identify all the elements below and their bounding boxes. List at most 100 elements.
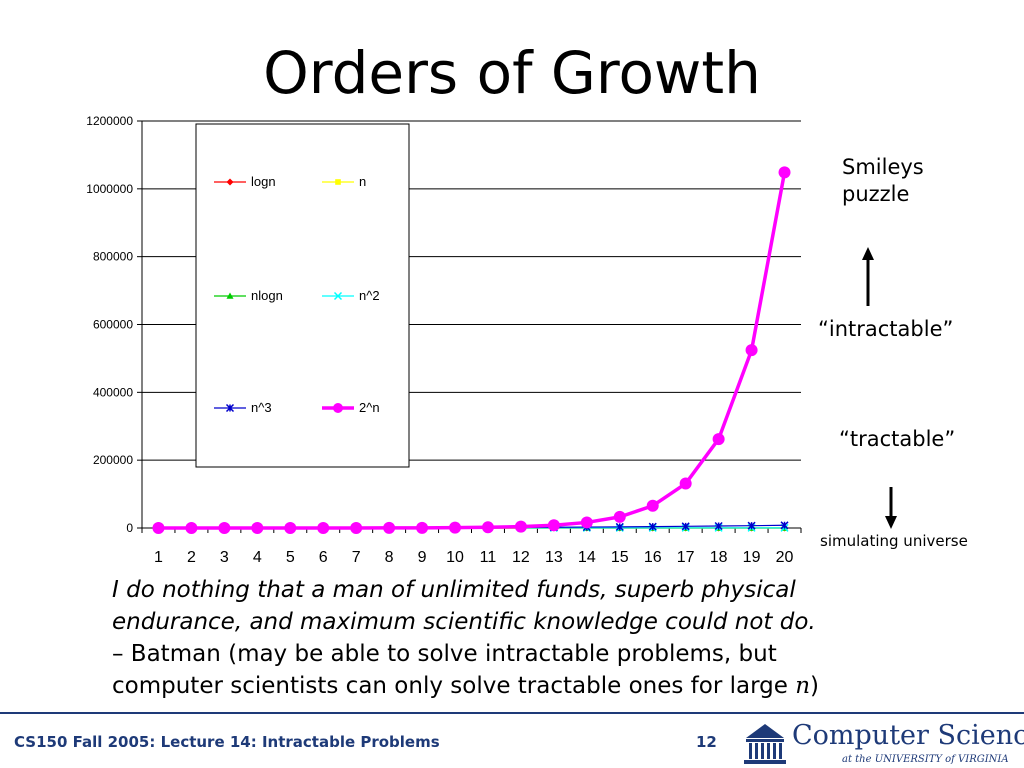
y-tick-label: 1200000 [86,114,133,128]
quote-attribution-line-1: – Batman (may be able to solve intractab… [112,641,777,667]
data-point-2-pow-n [218,521,231,534]
x-tick-label: 17 [677,549,695,566]
legend-label: n^3 [251,400,272,415]
legend-entry: logn [214,174,276,189]
footer-page-number: 12 [696,733,717,751]
quote-line-1: I do nothing that a man of unlimited fun… [112,577,796,603]
variable-n: n [795,673,811,699]
x-tick-label: 14 [578,549,596,566]
y-tick-label: 1000000 [86,182,133,196]
y-tick-label: 800000 [93,250,133,264]
series-2-pow-n [152,166,791,534]
data-point-2-pow-n [580,516,593,529]
legend-entry: 2^n [322,400,380,415]
data-point-2-pow-n [383,521,396,534]
x-tick-label: 11 [480,549,497,566]
x-tick-label: 4 [253,549,262,566]
slide-title: Orders of Growth [263,39,761,107]
uva-cs-logo: Computer Science at the UNIVERSITY of VI… [742,718,1024,766]
note-simulating-universe: simulating universe [820,532,968,550]
data-point-2-pow-n [613,510,626,523]
x-tick-label: 18 [710,549,728,566]
data-point-n-pow-3 [615,522,624,531]
data-point-2-pow-n [514,520,527,533]
y-tick-label: 400000 [93,385,133,399]
logo-sub-text: at the UNIVERSITY of VIRGINIA [842,754,1009,765]
data-point-2-pow-n [449,521,462,534]
data-point-n-pow-3 [780,521,789,530]
x-tick-label: 2 [187,549,196,566]
rotunda-icon [744,724,786,764]
quote-attribution-line-2: computer scientists can only solve tract… [112,670,912,702]
chart-axes: 0 200000 400000 600000 800000 1000000 1200000 1… [86,114,802,566]
data-point-n-pow-3 [648,522,657,531]
data-point-n-pow-3 [681,522,690,531]
x-tick-label: 7 [352,549,361,566]
x-tick-label: 8 [385,549,394,566]
x-tick-label: 15 [611,549,629,566]
data-point-2-pow-n [152,521,165,534]
x-tick-label: 6 [319,549,328,566]
note-smileys-line1: Smileys [842,155,924,179]
data-point-2-pow-n [481,521,494,534]
arrow-down-icon [885,487,897,529]
data-point-2-pow-n [778,166,791,179]
data-point-2-pow-n [416,521,429,534]
legend-label: n [359,174,366,189]
legend-entry: nlogn [214,288,283,303]
attribution-suffix: ) [810,673,820,699]
data-point-2-pow-n [547,519,560,532]
legend-label: nlogn [251,288,283,303]
x-tick-label: 20 [776,549,794,566]
legend-label: logn [251,174,276,189]
logo-main-text: Computer Science [792,720,1024,751]
x-tick-label: 1 [154,549,163,566]
data-point-2-pow-n [712,433,725,446]
footer-divider [0,712,1024,714]
batman-quote: I do nothing that a man of unlimited fun… [112,574,912,702]
data-point-2-pow-n [251,521,264,534]
chart-series [152,166,791,534]
x-tick-label: 13 [545,549,563,566]
legend-entry: n^2 [322,288,380,303]
data-point-2-pow-n [679,477,692,490]
legend-swatch-marker [226,178,234,186]
legend-swatch-marker [226,292,234,299]
footer-course-title: CS150 Fall 2005: Lecture 14: Intractable… [14,733,440,751]
legend-swatch-marker [335,179,341,185]
data-point-2-pow-n [646,499,659,512]
x-tick-label: 19 [743,549,761,566]
x-tick-label: 5 [286,549,295,566]
x-tick-label: 3 [220,549,229,566]
x-tick-label: 10 [446,549,464,566]
legend-label: 2^n [359,400,380,415]
data-point-2-pow-n [284,521,297,534]
note-smileys-puzzle: Smileys puzzle [842,154,924,208]
arrow-up-icon [862,247,874,306]
data-point-2-pow-n [350,521,363,534]
note-tractable: “tractable” [839,427,956,451]
legend-swatch-marker [333,403,343,413]
data-point-2-pow-n [745,344,758,357]
quote-line-2: endurance, and maximum scientific knowle… [112,609,816,635]
legend-swatch-marker [225,403,235,413]
note-smileys-line2: puzzle [842,182,910,206]
x-tick-label: 16 [644,549,662,566]
note-intractable: “intractable” [818,317,954,341]
legend-entry: n [322,174,366,189]
legend-label: n^2 [359,288,380,303]
y-tick-label: 200000 [93,453,133,467]
x-tick-label: 9 [418,549,427,566]
legend-swatch-marker [333,291,343,301]
arrows [862,247,897,529]
y-tick-label: 600000 [93,318,133,332]
data-point-n-pow-3 [747,521,756,530]
chart-legend: logn n nlogn n^2 n^3 2^n [195,123,410,468]
data-point-2-pow-n [185,521,198,534]
data-point-n-pow-3 [714,521,723,531]
data-point-2-pow-n [317,521,330,534]
attribution-prefix: computer scientists can only solve tract… [112,673,796,699]
y-tick-label: 0 [126,521,133,535]
quote-text: I do nothing that a man of unlimited fun… [112,574,912,638]
